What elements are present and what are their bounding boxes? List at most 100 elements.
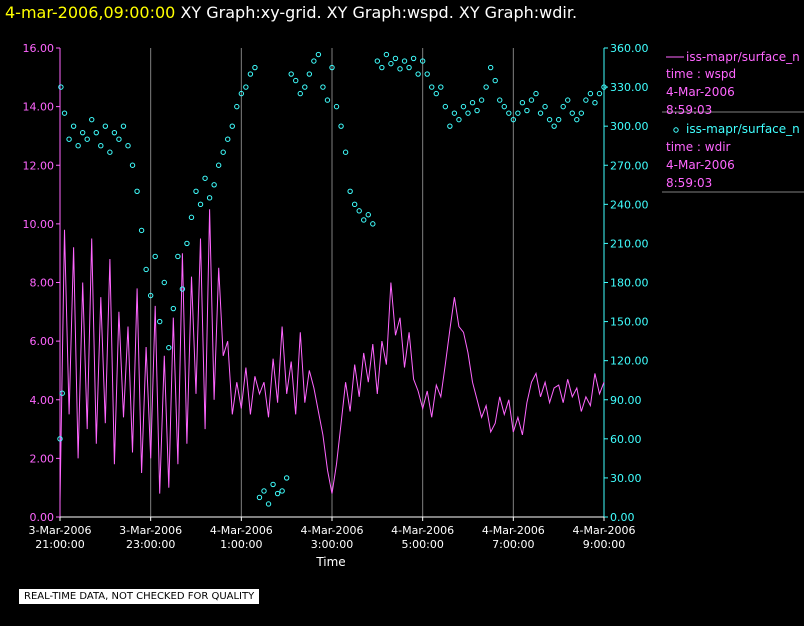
wdir-point [497,97,503,103]
right-tick-label: 0.00 [610,511,635,524]
wdir-point [102,123,109,129]
x-tick-label-date: 4-Mar-2006 [482,524,545,537]
wdir-point [93,129,99,136]
legend-wdir-line3: 8:59:03 [666,176,713,190]
x-tick-label-date: 4-Mar-2006 [210,524,273,537]
wdir-point [537,110,544,116]
wdir-point [501,103,507,110]
wdir-point [419,58,426,64]
wdir-point [383,51,390,58]
wdir-point [66,136,72,142]
wdir-point [483,84,489,90]
wdir-point [351,201,358,208]
wdir-point [315,51,322,58]
x-tick-label-time: 5:00:00 [401,538,443,551]
wdir-point [265,501,272,507]
right-tick-label: 60.00 [610,433,642,446]
wdir-point [492,77,498,84]
wdir-point [478,97,485,103]
left-axis-ticks: 0.00 2.00 4.00 6.00 8.00 10.00 12.00 14.00 16.00 [23,42,60,524]
wdir-point [256,494,263,501]
right-tick-label: 210.00 [610,237,649,250]
right-axis-ticks: 0.00 30.00 60.00 90.00 120.00 150.00 180.00 210… [604,42,649,524]
wdir-point [184,240,190,247]
wdir-point [587,90,594,97]
right-tick-label: 300.00 [610,120,649,133]
wdir-point [138,227,145,234]
wdir-point [89,116,95,123]
wdir-point [433,90,439,97]
wdir-point [474,107,480,114]
wdir-point [542,103,548,110]
left-tick-label: 14.00 [23,101,55,114]
wdir-point [456,116,462,123]
right-tick-label: 120.00 [610,355,649,368]
wdir-point [234,103,240,110]
x-tick-label-date: 4-Mar-2006 [573,524,636,537]
graph-title: 4-mar-2006,09:00:00 XY Graph:xy-grid. XY… [5,3,577,22]
right-tick-label: 180.00 [610,277,649,290]
left-tick-label: 2.00 [30,452,55,465]
wdir-point [302,84,308,90]
wdir-point [596,90,603,97]
wdir-point [98,143,104,149]
wdir-point [578,110,585,116]
wdir-point [288,71,294,77]
wdir-point [75,143,81,149]
left-tick-label: 12.00 [23,159,55,172]
wdir-point [447,123,453,129]
wdir-point [107,149,113,155]
legend-wspd-line1: time : wspd [666,67,737,81]
wdir-point [220,149,226,155]
wspd-series-line [59,209,605,503]
wdir-point [592,100,598,106]
wdir-point [406,64,412,71]
wdir-point [247,71,254,77]
wdir-point [229,123,235,129]
wdir-point [61,110,68,116]
wdir-point [460,103,467,110]
wdir-point [424,71,430,77]
wdir-point [179,286,186,292]
wdir-point [528,97,535,103]
legend-wdir-swatch [673,127,679,133]
wdir-point [374,58,381,64]
x-tick-label-time: 9:00:00 [583,538,625,551]
left-tick-label: 6.00 [30,335,55,348]
wdir-point [111,129,118,136]
title-time: 4-mar-2006,09:00:00 [5,3,176,22]
wdir-point [188,214,195,221]
right-tick-label: 30.00 [610,472,642,485]
wdir-point [601,84,607,90]
left-tick-label: 10.00 [23,218,55,231]
wdir-point [274,490,281,497]
legend-wspd-name: iss-mapr/surface_n [686,50,800,64]
wdir-point [347,188,353,195]
left-tick-label: 0.00 [30,511,55,524]
wdir-point [487,64,494,71]
right-tick-label: 270.00 [610,159,649,172]
legend-wspd-line3: 8:59:03 [666,103,713,117]
wdir-point [379,64,385,71]
wdir-point [429,84,435,90]
legend [662,56,804,193]
wdir-point [147,292,154,299]
wdir-point [519,100,526,106]
wdir-point [365,212,371,218]
wdir-point [546,116,553,123]
wdir-point [551,123,557,129]
wdir-point [279,488,285,494]
wdir-point [506,110,512,116]
legend-wdir-name: iss-mapr/surface_n [686,122,800,136]
wdir-point [524,107,530,114]
wdir-point [143,266,149,273]
wdir-point [415,71,421,77]
x-tick-label-date: 4-Mar-2006 [301,524,364,537]
wdir-point [283,475,290,481]
x-tick-label-date: 4-Mar-2006 [391,524,454,537]
wdir-point [238,90,245,97]
wdir-point [193,188,199,195]
wdir-point [560,103,566,110]
wdir-point [206,195,213,201]
